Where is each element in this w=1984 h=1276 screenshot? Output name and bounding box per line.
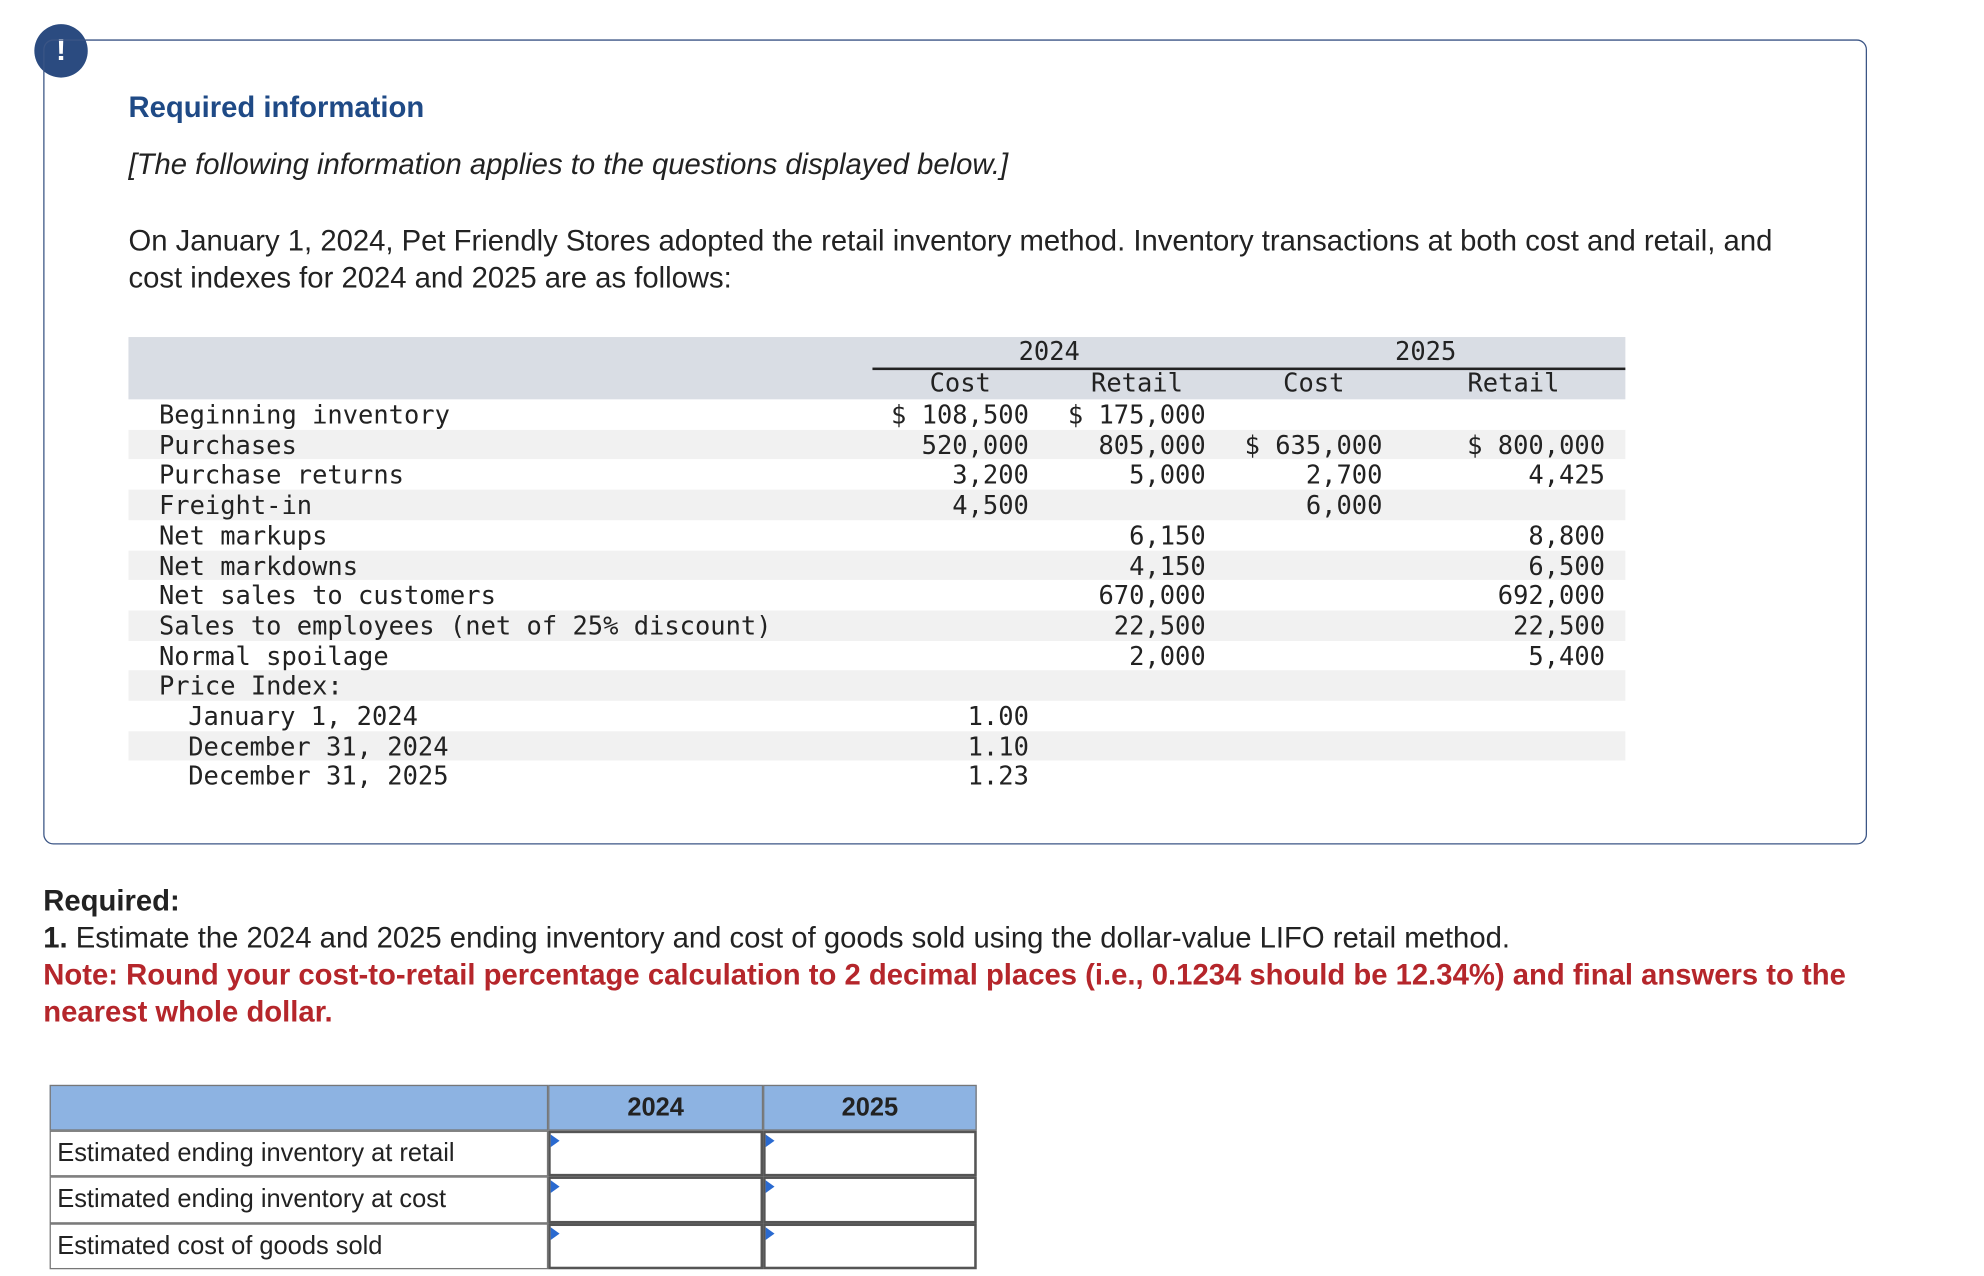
info-title: Required information	[128, 90, 425, 124]
cell-value: 1.23	[967, 761, 1029, 792]
cell-value: 6,500	[1528, 550, 1606, 581]
input-marker	[550, 1226, 560, 1240]
row-label: Purchase returns	[158, 459, 404, 491]
answer-header-row	[49, 1084, 549, 1131]
column-header: Cost	[1283, 367, 1345, 399]
cell-value: $ 800,000	[1467, 429, 1606, 460]
cell-value: $ 108,500	[891, 399, 1029, 430]
cell-value: 4,150	[1129, 550, 1206, 581]
row-label: Beginning inventory	[158, 399, 450, 430]
year-header: 2024	[1018, 335, 1080, 367]
row-label: Net sales to customers	[158, 580, 496, 611]
cell-value: 6,000	[1305, 489, 1383, 521]
column-header: Retail	[1091, 367, 1183, 399]
input-marker	[765, 1134, 775, 1148]
cell-value: 670,000	[1098, 580, 1206, 611]
cell-value: 1.00	[967, 700, 1029, 732]
cell-value: 692,000	[1497, 580, 1606, 611]
answer-input[interactable]	[763, 1176, 977, 1223]
input-marker	[765, 1180, 775, 1194]
row-shade	[128, 730, 1626, 762]
cell-value: 22,500	[1113, 610, 1206, 641]
item-number: 1.	[43, 920, 68, 954]
row-shade	[128, 670, 1626, 701]
year-header: 2025	[1395, 335, 1457, 367]
input-marker	[765, 1226, 775, 1240]
answer-input[interactable]	[763, 1222, 977, 1270]
header-rule	[872, 367, 1626, 371]
row-label: Freight-in	[158, 489, 313, 521]
answer-row-label: Estimated cost of goods sold	[49, 1222, 549, 1270]
cell-value: $ 635,000	[1244, 429, 1383, 460]
row-label: Net markups	[158, 519, 328, 551]
cell-value: 4,425	[1528, 459, 1606, 491]
item-text: Estimate the 2024 and 2025 ending invent…	[75, 920, 1511, 954]
cell-value: 6,150	[1129, 519, 1206, 551]
required-item: 1. Estimate the 2024 and 2025 ending inv…	[43, 920, 1510, 957]
cell-value: 805,000	[1098, 429, 1206, 460]
answer-input[interactable]	[548, 1130, 764, 1177]
cell-value: 5,400	[1528, 640, 1606, 671]
answer-input[interactable]	[548, 1222, 764, 1270]
answer-input[interactable]	[763, 1130, 977, 1177]
row-shade	[128, 610, 1626, 641]
cell-value: 1.10	[967, 730, 1029, 762]
row-label: Normal spoilage	[158, 640, 389, 671]
row-label: December 31, 2025	[188, 761, 449, 792]
cell-value: 2,700	[1305, 459, 1383, 491]
cell-value: 2,000	[1129, 640, 1206, 671]
row-shade	[128, 489, 1626, 520]
row-shade	[128, 550, 1626, 581]
required-note: Note: Round your cost-to-retail percenta…	[43, 957, 1846, 1028]
answer-header: 2024	[548, 1084, 764, 1131]
info-box	[43, 39, 1868, 845]
info-subtitle: [The following information applies to th…	[128, 147, 1009, 181]
input-marker	[550, 1134, 560, 1148]
row-label: Purchases	[158, 429, 297, 460]
cell-value: 4,500	[952, 489, 1029, 521]
answer-input[interactable]	[548, 1176, 764, 1223]
input-marker	[550, 1180, 560, 1194]
row-label: December 31, 2024	[188, 730, 449, 762]
cell-value: 3,200	[952, 459, 1029, 491]
answer-row-label: Estimated ending inventory at cost	[49, 1176, 549, 1223]
answer-header: 2025	[763, 1084, 977, 1131]
row-label: Net markdowns	[158, 550, 359, 581]
cell-value: $ 175,000	[1067, 399, 1206, 430]
column-header: Cost	[929, 367, 991, 399]
row-label: Price Index:	[158, 670, 343, 702]
alert-icon: !	[34, 24, 88, 78]
row-shade	[128, 429, 1626, 460]
answer-row-label: Estimated ending inventory at retail	[49, 1130, 549, 1177]
cell-value: 22,500	[1513, 610, 1606, 641]
required-heading: Required:	[43, 883, 180, 917]
cell-value: 5,000	[1129, 459, 1206, 491]
cell-value: 8,800	[1528, 519, 1606, 551]
row-label: Sales to employees (net of 25% discount)	[158, 610, 772, 641]
column-header: Retail	[1467, 367, 1560, 399]
cell-value: 520,000	[921, 429, 1029, 460]
info-intro: On January 1, 2024, Pet Friendly Stores …	[128, 223, 1773, 294]
row-label: January 1, 2024	[188, 700, 418, 732]
